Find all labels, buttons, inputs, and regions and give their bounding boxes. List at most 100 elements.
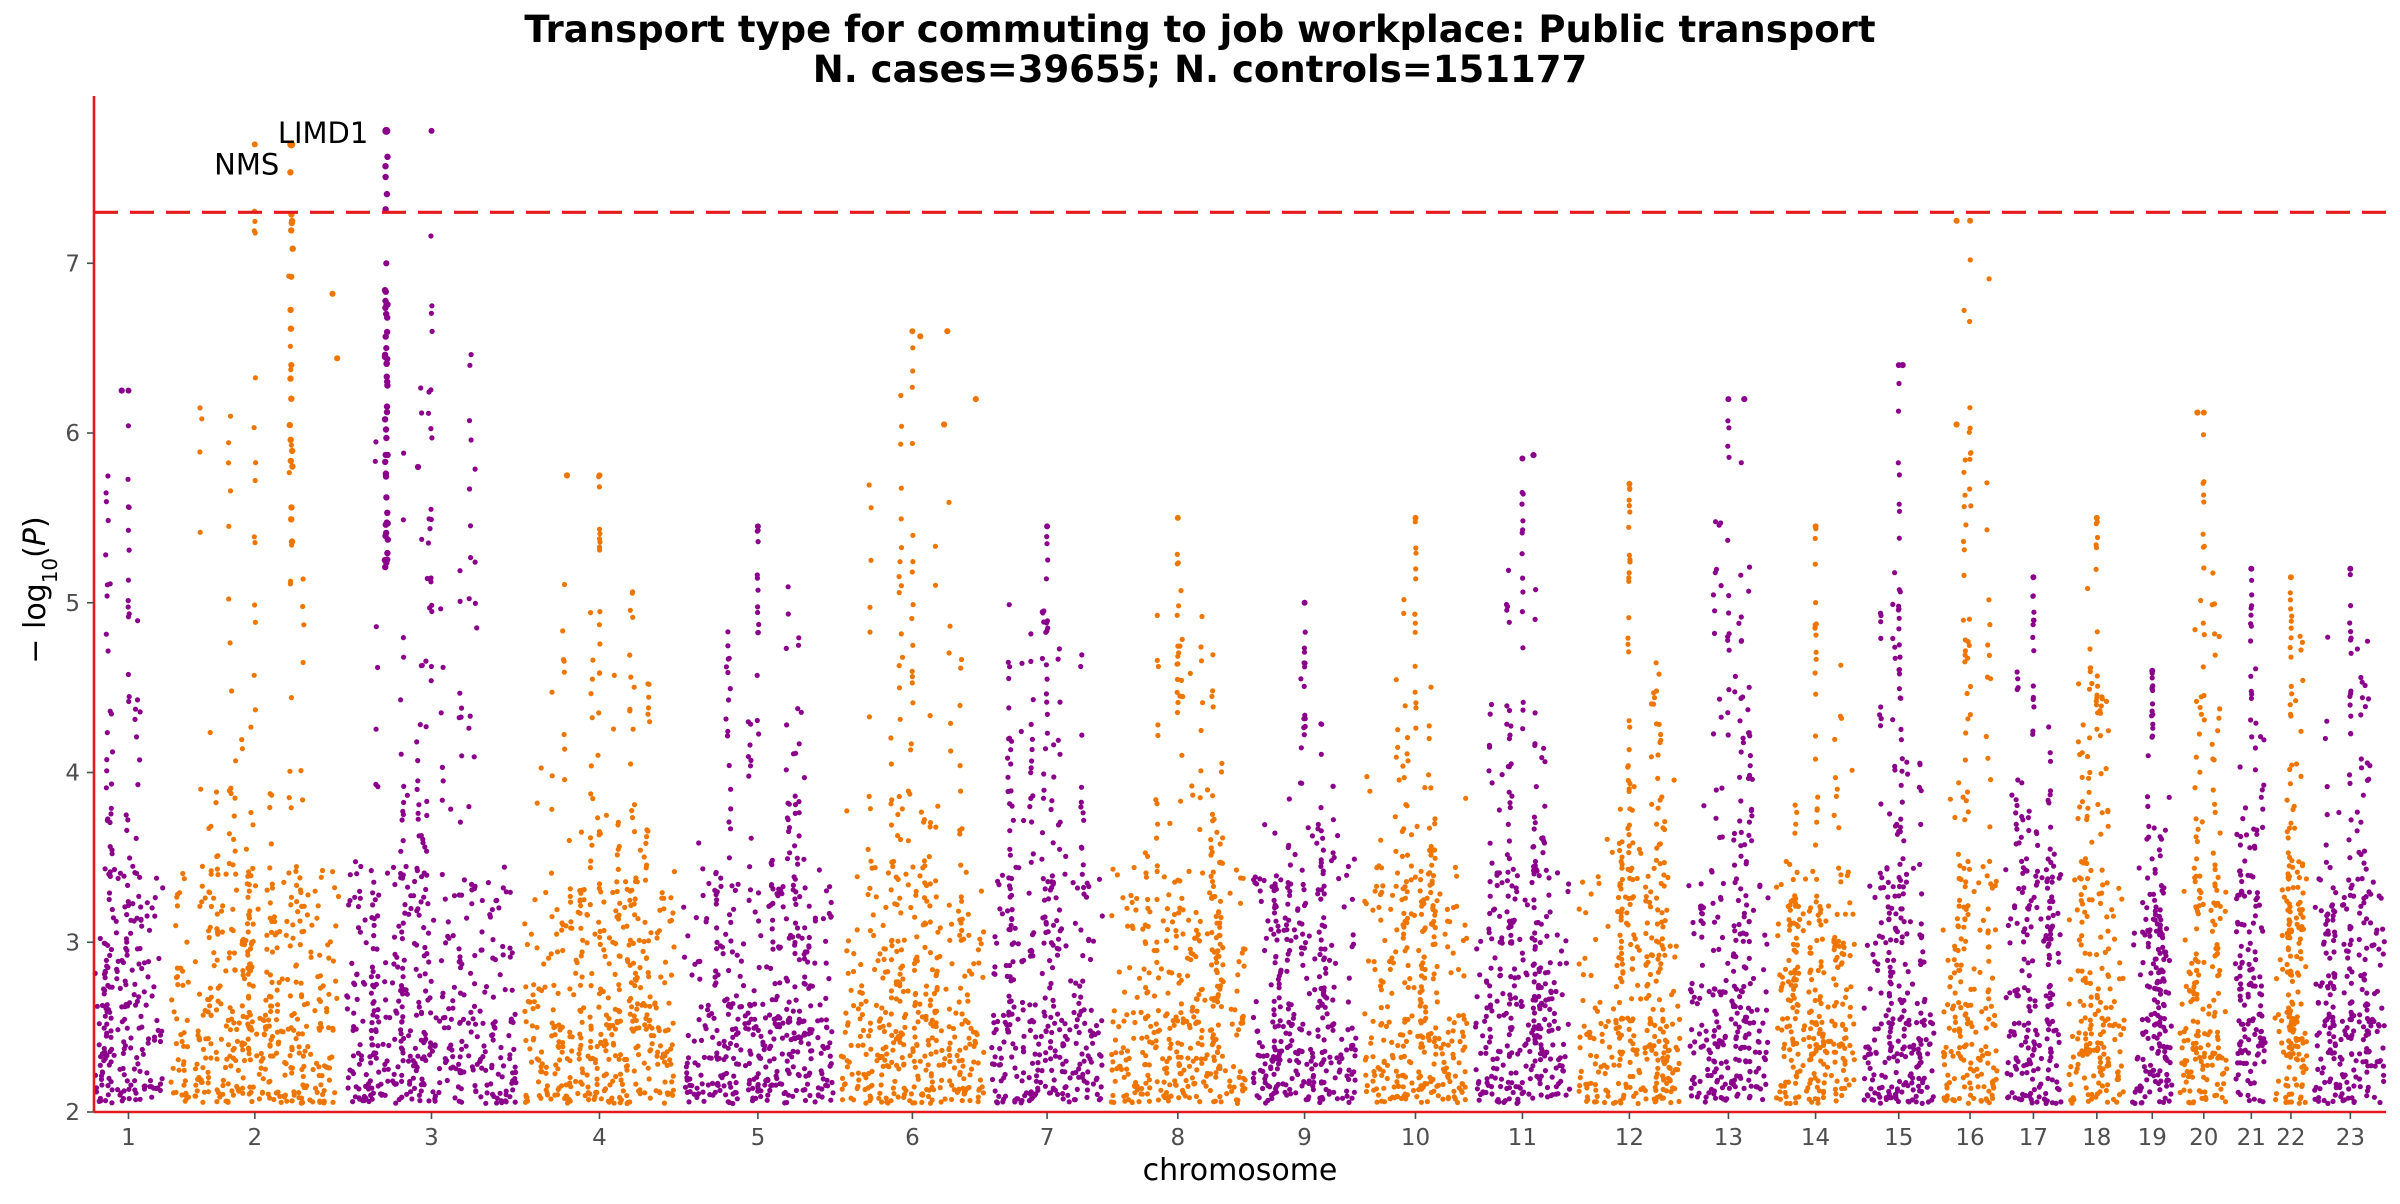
snp-point (155, 1027, 161, 1033)
snp-point (400, 965, 406, 971)
snp-point (1542, 1068, 1548, 1074)
snp-point (180, 870, 186, 877)
snp-point (138, 1013, 144, 1020)
snp-point (1019, 660, 1025, 666)
snp-point (1414, 823, 1420, 830)
snp-point (839, 1086, 845, 1092)
snp-point (619, 1081, 626, 1087)
snp-point (1594, 1093, 1600, 1099)
snp-point (591, 1096, 597, 1102)
snp-point (1280, 1023, 1286, 1030)
snp-point (510, 1087, 516, 1093)
snp-point (1094, 1075, 1100, 1081)
snp-point (1166, 1094, 1172, 1100)
snp-point (796, 1072, 802, 1079)
snp-point (1006, 602, 1012, 608)
snp-point (1324, 995, 1330, 1001)
snp-point (1428, 849, 1434, 855)
snp-point (1627, 1038, 1633, 1044)
snp-point (787, 850, 793, 856)
snp-point (383, 997, 389, 1003)
snp-point (1293, 1090, 1299, 1096)
snp-point (1402, 918, 1408, 925)
snp-point (440, 990, 446, 996)
snp-point (745, 1087, 752, 1093)
snp-point (1124, 1012, 1130, 1018)
snp-point (933, 824, 939, 830)
snp-point (1462, 922, 1468, 928)
snp-point (544, 1090, 550, 1096)
snp-point (790, 1064, 796, 1070)
snp-point (1655, 907, 1661, 913)
snp-point (921, 817, 928, 823)
snp-point (559, 1049, 565, 1055)
snp-point (1172, 1078, 1178, 1084)
snp-point (1097, 1096, 1104, 1102)
snp-point (710, 1034, 716, 1040)
snp-point (99, 1070, 106, 1076)
snp-point (400, 991, 406, 997)
snp-point (1389, 990, 1395, 996)
snp-point (1167, 1025, 1173, 1031)
snp-point (1299, 867, 1305, 873)
snp-point (1461, 973, 1467, 979)
snp-point (1181, 1067, 1187, 1073)
snp-point (1509, 940, 1515, 946)
snp-point (489, 1065, 495, 1071)
snp-point (1318, 805, 1324, 811)
snp-point (1008, 761, 1014, 767)
snp-point (1300, 881, 1306, 888)
snp-point (1346, 1067, 1352, 1073)
snp-point (1039, 970, 1045, 977)
snp-point (468, 437, 474, 443)
snp-point (609, 1095, 615, 1101)
snp-point (929, 1079, 936, 1085)
chromosome-12-points (1576, 480, 1683, 1107)
snp-point (468, 1029, 474, 1035)
snp-point (269, 979, 275, 986)
snp-point (1426, 735, 1432, 742)
snp-point (1667, 943, 1673, 949)
snp-point (594, 1089, 600, 1095)
snp-point (868, 1083, 874, 1089)
snp-point (266, 1023, 272, 1029)
snp-point (282, 1059, 288, 1066)
snp-point (101, 991, 107, 997)
snp-point (1495, 1048, 1502, 1054)
snp-point (1642, 1045, 1648, 1051)
snp-point (1649, 1047, 1655, 1053)
snp-point (1071, 1097, 1077, 1103)
snp-point (793, 997, 799, 1003)
snp-point (459, 1038, 465, 1044)
snp-point (480, 1054, 486, 1060)
snp-point (203, 1055, 209, 1061)
snp-point (1448, 970, 1454, 976)
snp-point (523, 1092, 529, 1098)
snp-point (1074, 885, 1081, 891)
snp-point (1378, 917, 1384, 923)
snp-point (287, 1053, 293, 1059)
snp-point (1628, 941, 1634, 948)
snp-point (425, 901, 431, 907)
snp-point (955, 1088, 961, 1094)
snp-point (1176, 1061, 1182, 1067)
snp-point (1301, 649, 1308, 655)
snp-point (963, 869, 969, 875)
snp-point (554, 949, 561, 955)
snp-point (1301, 732, 1307, 738)
snp-point (1393, 883, 1399, 889)
snp-point (1433, 1051, 1439, 1057)
snp-point (252, 477, 258, 484)
snp-point (601, 899, 607, 905)
snp-point (590, 657, 596, 663)
snp-point (1029, 819, 1035, 825)
snp-point (1456, 1013, 1462, 1019)
snp-point (1542, 970, 1548, 976)
snp-point (1055, 1011, 1061, 1017)
snp-point (1318, 1002, 1324, 1008)
snp-point (597, 531, 603, 537)
snp-point (1271, 1012, 1277, 1018)
snp-point (241, 942, 248, 948)
snp-point (647, 994, 653, 1000)
snp-point (424, 951, 430, 957)
